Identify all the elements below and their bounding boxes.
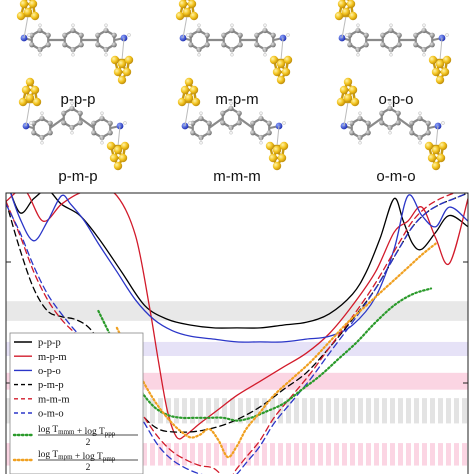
molecule-1 [175,0,293,85]
legend-label-0: p-p-p [38,338,61,349]
plot-frame [5,192,469,474]
molecule-4 [177,77,289,171]
legend: p-p-p m-p-m o-p-o p-m-p m-m-m o-m-o log Tmmm +… [9,332,144,474]
molecule-label-ppp: p-p-p [60,91,95,108]
molecule-3 [18,77,130,171]
series-line-3 [6,193,468,433]
transmission-plot: p-p-p m-p-m o-p-o p-m-p m-m-m o-m-o log Tmmm +… [5,192,469,474]
molecule-label-pmp: p-m-p [58,168,97,185]
series-lines [6,193,468,474]
legend-label-2: o-p-o [38,366,61,377]
series-line-0 [10,193,468,329]
molecule-2 [334,0,452,85]
molecule-label-mmm: m-m-m [213,168,260,185]
legend-label-1: m-p-m [38,352,67,363]
molecule-5 [336,77,448,171]
legend-label-5: o-m-o [38,409,64,420]
shaded-band-0 [6,301,468,321]
formula-numerator: log Tmmm + log Tppp [38,425,116,438]
formula-numerator: log Tmpm + log Tpmp [38,450,116,463]
molecule-label-mpm: m-p-m [215,91,258,108]
series-line-2 [9,193,468,343]
legend-label-3: p-m-p [38,380,64,391]
molecule-0 [16,0,134,85]
legend-box [9,332,144,474]
series-line-1 [6,193,468,440]
molecule-label-opo: o-p-o [378,91,413,108]
series-line-7 [115,242,437,459]
legend-label-4: m-m-m [38,394,70,405]
y-ticks [6,261,468,384]
series-line-5 [6,193,468,474]
formula-denominator: 2 [86,463,91,473]
formula-denominator: 2 [86,438,91,448]
molecule-panels [16,0,452,171]
molecule-label-omo: o-m-o [376,168,415,185]
series-line-6 [97,287,433,422]
